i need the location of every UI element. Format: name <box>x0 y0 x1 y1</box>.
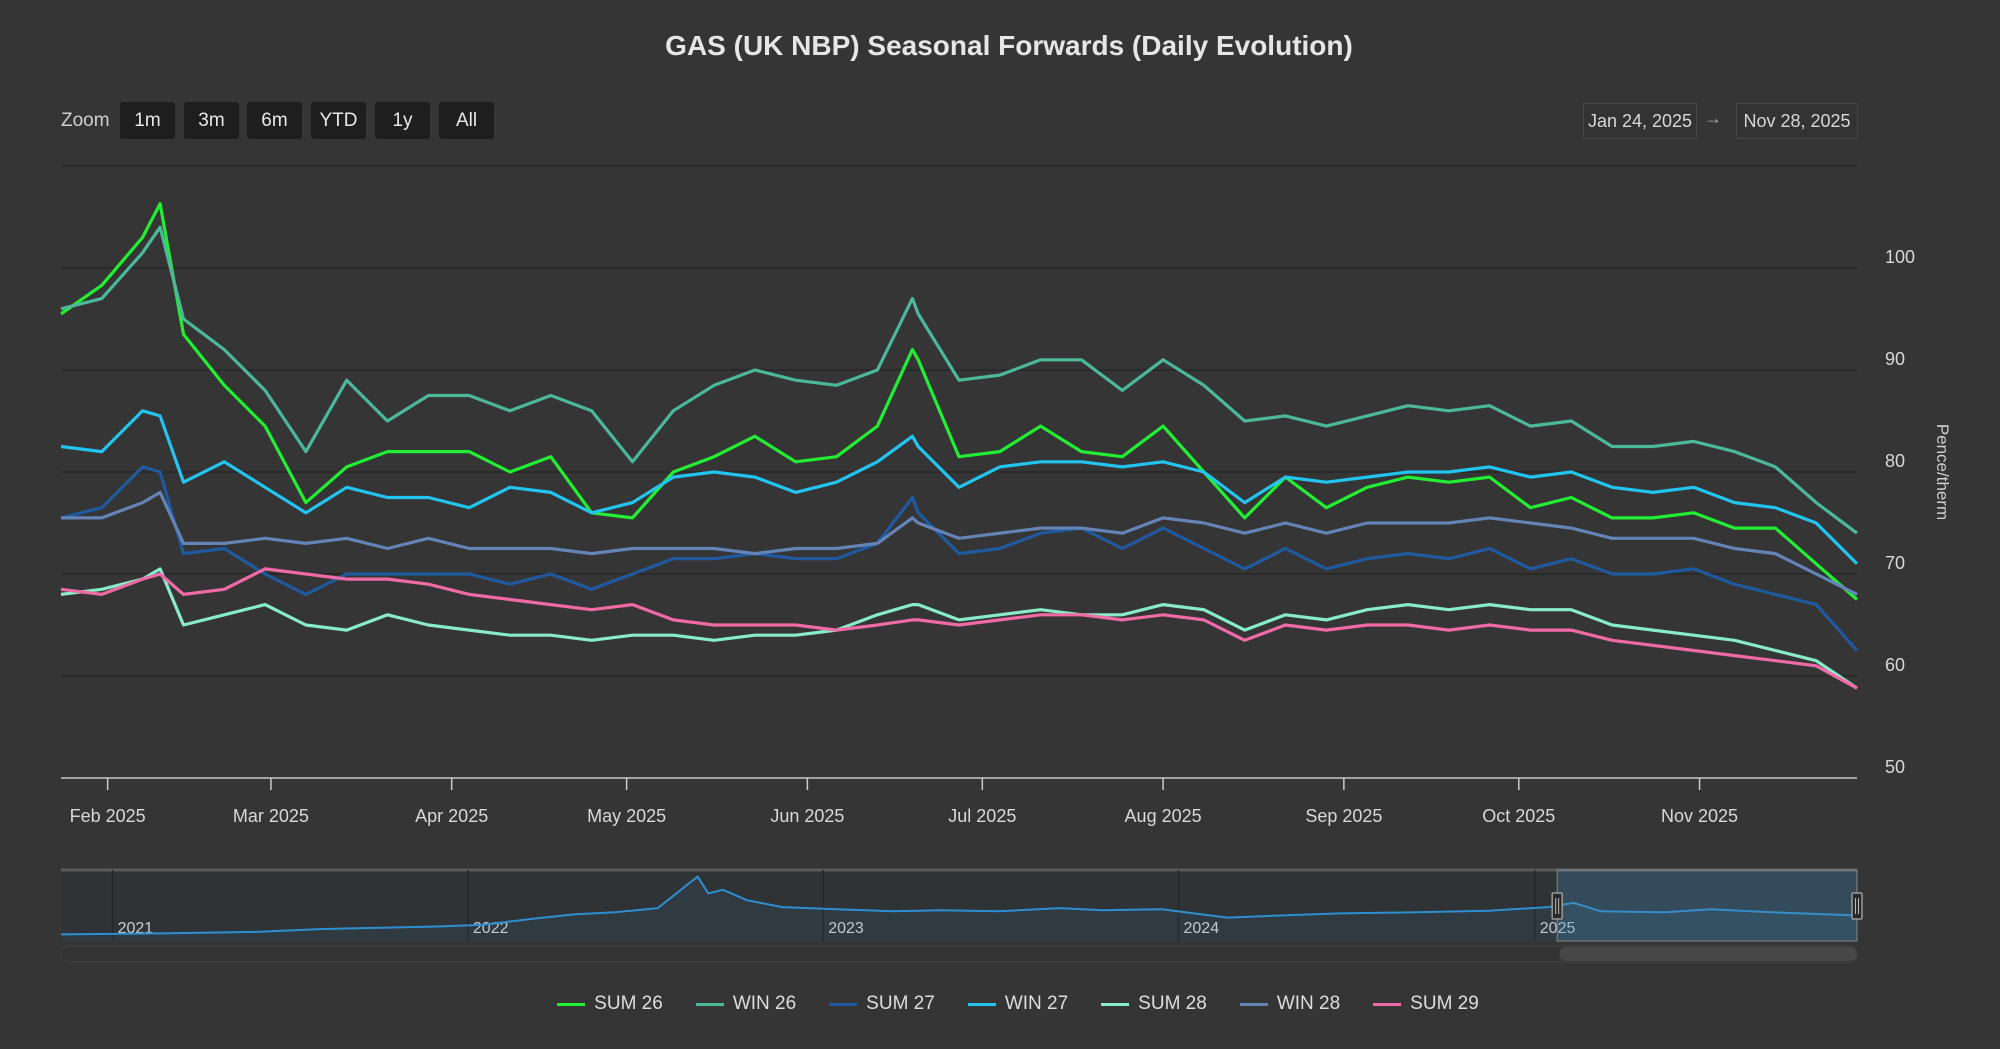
x-tick-label: Jun 2025 <box>770 806 844 826</box>
series-line-sum-28 <box>60 567 1858 690</box>
legend-line-icon <box>829 1002 858 1006</box>
x-tick-label: May 2025 <box>587 806 666 826</box>
zoom-3m-button[interactable]: 3m <box>184 102 239 139</box>
legend-label: WIN 28 <box>1276 993 1341 1014</box>
y-tick-label: 90 <box>1885 349 1905 369</box>
legend-item-sum29[interactable]: SUM 29 <box>1373 993 1479 1015</box>
y-tick-label: 100 <box>1885 247 1915 267</box>
series-line-win-27 <box>60 409 1859 565</box>
legend-line-icon <box>1373 1002 1402 1006</box>
legend-item-win26[interactable]: WIN 26 <box>695 993 797 1015</box>
legend-item-win28[interactable]: WIN 28 <box>1239 993 1341 1015</box>
y-axis-title: Pence/therm <box>1933 424 1952 520</box>
legend: SUM 26 WIN 26 SUM 27 WIN 27 SUM 28 WIN 2… <box>0 993 2000 1015</box>
y-tick-label: 70 <box>1885 553 1905 573</box>
legend-item-sum26[interactable]: SUM 26 <box>557 993 663 1015</box>
x-axis-ticks: Feb 2025 Mar 2025 Apr 2025 May 2025 Jun 2025… <box>70 778 1738 826</box>
range-arrow: → <box>1704 108 1722 128</box>
y-tick-label: 60 <box>1885 655 1905 675</box>
range-to-input[interactable]: Nov 28, 2025 <box>1736 103 1858 139</box>
legend-label: SUM 29 <box>1410 993 1479 1014</box>
navigator[interactable]: 20212022202320242025 <box>60 868 1863 963</box>
chart-title: GAS (UK NBP) Seasonal Forwards (Daily Ev… <box>665 30 1353 61</box>
legend-line-icon <box>557 1002 586 1006</box>
legend-label: WIN 27 <box>1004 993 1069 1014</box>
x-tick-label: Sep 2025 <box>1305 806 1382 826</box>
zoom-ytd-button[interactable]: YTD <box>311 102 366 139</box>
y-axis-labels: 50 60 70 80 90 100 <box>1885 247 1915 777</box>
gridlines <box>61 165 1857 779</box>
legend-line-icon <box>695 1002 724 1006</box>
legend-label: SUM 26 <box>594 993 663 1014</box>
series-line-sum-27 <box>60 465 1859 652</box>
legend-label: SUM 28 <box>1138 993 1207 1014</box>
scrollbar-thumb[interactable] <box>1559 947 1857 961</box>
legend-line-icon <box>1101 1002 1130 1006</box>
zoom-1y-button[interactable]: 1y <box>375 102 430 139</box>
zoom-1m-button[interactable]: 1m <box>120 102 175 139</box>
navigator-year-label: 2023 <box>828 920 864 937</box>
series-line-win-26 <box>60 225 1858 535</box>
x-tick-label: Feb 2025 <box>70 806 146 826</box>
legend-item-sum27[interactable]: SUM 27 <box>829 993 935 1015</box>
zoom-6m-button[interactable]: 6m <box>247 102 302 139</box>
series-line-sum-29 <box>60 567 1858 690</box>
x-tick-label: Nov 2025 <box>1661 806 1738 826</box>
x-tick-label: Aug 2025 <box>1125 806 1202 826</box>
zoom-all-button[interactable]: All <box>439 102 494 139</box>
y-tick-label: 80 <box>1885 451 1905 471</box>
range-from-input[interactable]: Jan 24, 2025 <box>1583 103 1697 139</box>
series-line-win-28 <box>61 490 1858 596</box>
series-lines <box>60 202 1859 690</box>
navigator-year-label: 2024 <box>1184 920 1220 937</box>
legend-label: WIN 26 <box>732 993 797 1014</box>
navigator-right-handle[interactable] <box>1851 892 1863 920</box>
x-tick-label: Jul 2025 <box>948 806 1016 826</box>
legend-line-icon <box>1239 1002 1268 1006</box>
legend-label: SUM 27 <box>866 993 935 1014</box>
x-tick-label: Apr 2025 <box>415 806 488 826</box>
navigator-selected-range[interactable] <box>1556 869 1858 942</box>
y-tick-label: 50 <box>1885 757 1905 777</box>
legend-line-icon <box>967 1002 996 1006</box>
zoom-label: Zoom <box>61 110 110 131</box>
navigator-series-area <box>61 876 1857 941</box>
series-line-sum-26 <box>60 202 1859 601</box>
x-tick-label: Oct 2025 <box>1482 806 1555 826</box>
x-tick-label: Mar 2025 <box>233 806 309 826</box>
navigator-left-handle[interactable] <box>1551 892 1563 920</box>
legend-item-sum28[interactable]: SUM 28 <box>1101 993 1207 1015</box>
legend-item-win27[interactable]: WIN 27 <box>967 993 1069 1015</box>
